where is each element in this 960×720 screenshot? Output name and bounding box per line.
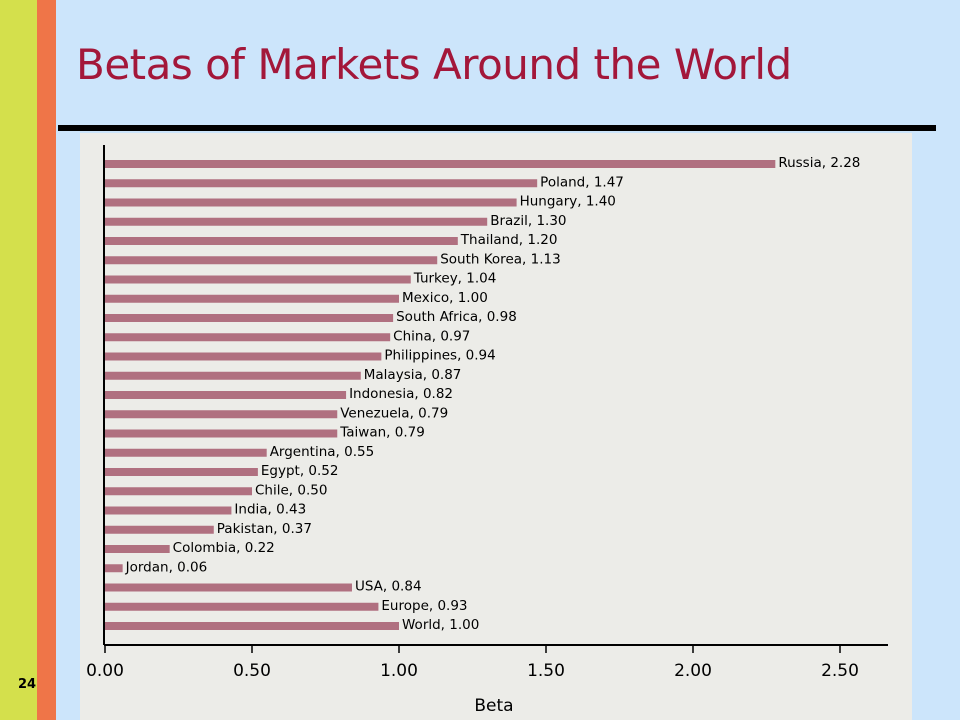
bar-hungary: [105, 198, 517, 207]
bar-label: Egypt, 0.52: [261, 463, 339, 479]
bar-label: Taiwan, 0.79: [339, 425, 425, 441]
bar-label: Pakistan, 0.37: [217, 521, 312, 537]
bar-usa: [105, 583, 352, 592]
x-tick-label: 0.50: [233, 661, 271, 681]
bar-label: Thailand, 1.20: [460, 232, 558, 248]
bar-jordan: [105, 564, 123, 573]
bar-label: Chile, 0.50: [255, 482, 327, 498]
bar-egypt: [105, 468, 258, 476]
bar-argentina: [105, 448, 267, 457]
bar-label: Europe, 0.93: [381, 598, 467, 614]
bar-pakistan: [105, 525, 214, 534]
title-divider: [58, 125, 936, 131]
bars-group: [105, 160, 776, 630]
chart-panel: Russia, 2.28 Poland, 1.47 Hungary, 1.40 Bra…: [80, 133, 912, 720]
beta-bar-chart: Russia, 2.28 Poland, 1.47 Hungary, 1.40 Bra…: [86, 145, 888, 716]
bar-label: Argentina, 0.55: [270, 444, 375, 460]
bar-label: Colombia, 0.22: [173, 540, 275, 556]
bar-label: Indonesia, 0.82: [349, 386, 453, 402]
bar-chile: [105, 487, 252, 496]
slide-title: Betas of Markets Around the World: [76, 40, 792, 89]
bar-world: [105, 622, 399, 630]
bar-russia: [105, 160, 776, 168]
bar-turkey: [105, 275, 411, 284]
bar-label: Philippines, 0.94: [384, 348, 495, 364]
bar-malaysia: [105, 371, 361, 380]
bar-south-africa: [105, 314, 394, 322]
bar-mexico: [105, 294, 399, 303]
slide-number: 24: [18, 677, 37, 692]
bar-europe: [105, 602, 379, 611]
bar-south-korea: [105, 256, 438, 265]
bar-poland: [105, 179, 538, 188]
x-tick-label: 2.50: [821, 661, 859, 681]
bar-label: China, 0.97: [393, 328, 470, 344]
bar-thailand: [105, 237, 458, 245]
bar-label: India, 0.43: [234, 502, 306, 518]
bar-label: Turkey, 1.04: [413, 271, 497, 287]
x-tick-label: 1.50: [527, 661, 565, 681]
bar-label: World, 1.00: [402, 617, 479, 633]
x-tick-label: 2.00: [674, 661, 712, 681]
x-axis-label: Beta: [474, 696, 513, 716]
bar-venezuela: [105, 410, 338, 419]
bar-india: [105, 506, 232, 515]
bar-labels-group: Russia, 2.28 Poland, 1.47 Hungary, 1.40 Bra…: [125, 155, 861, 633]
decorative-stripe-green: [0, 0, 37, 720]
bar-label: USA, 0.84: [355, 579, 422, 595]
bar-philippines: [105, 352, 382, 361]
bar-brazil: [105, 217, 488, 226]
bar-label: Malaysia, 0.87: [364, 367, 462, 383]
bar-label: Hungary, 1.40: [520, 194, 616, 210]
bar-china: [105, 333, 391, 342]
bar-label: Russia, 2.28: [778, 155, 860, 171]
bar-taiwan: [105, 429, 338, 438]
decorative-stripe-orange: [37, 0, 56, 720]
bar-label: Brazil, 1.30: [490, 213, 566, 229]
bar-label: Jordan, 0.06: [125, 559, 208, 575]
bar-label: South Africa, 0.98: [396, 309, 517, 325]
bar-label: Mexico, 1.00: [402, 290, 488, 306]
bar-colombia: [105, 545, 170, 553]
x-tick-label: 0.00: [86, 661, 124, 681]
bar-label: South Korea, 1.13: [440, 251, 560, 267]
bar-label: Venezuela, 0.79: [340, 405, 448, 421]
bar-indonesia: [105, 391, 347, 399]
x-ticks-group: 0.00 0.50 1.00 1.50 2.00 2.50: [86, 645, 859, 681]
bar-label: Poland, 1.47: [540, 174, 624, 190]
x-tick-label: 1.00: [380, 661, 418, 681]
